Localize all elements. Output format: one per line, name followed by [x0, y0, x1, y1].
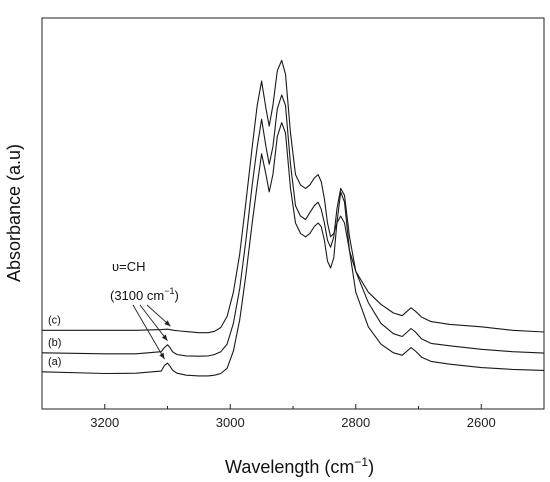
annotation-arrowhead-c	[164, 320, 171, 327]
annotation-sup: −1	[164, 286, 174, 296]
series-label-c: (c)	[48, 314, 61, 326]
y-axis-title: Absorbance (a.u)	[4, 144, 24, 282]
series-label-b: (b)	[48, 337, 61, 349]
x-tick-label: 2800	[341, 415, 370, 430]
annotation-arrowhead-b	[161, 334, 168, 341]
plot-frame	[41, 17, 545, 410]
annotation-line2: (3100 cm−1)	[110, 286, 179, 303]
annotation-line1: υ=CH	[112, 259, 145, 274]
x-tick-label: 3000	[216, 415, 245, 430]
x-axis-title: Wavelength (cm−1)	[225, 455, 374, 477]
annotation-arrows	[132, 304, 171, 360]
x-tick-label: 3200	[90, 415, 119, 430]
vch-annotation: υ=CH (3100 cm−1)	[110, 259, 179, 360]
annotation-arrowhead-a	[159, 352, 165, 360]
series-labels: (a) (b) (c)	[48, 314, 61, 368]
annotation-arrow-b	[139, 304, 168, 342]
x-tick-label: 2600	[467, 415, 496, 430]
spectrum-series-c	[42, 59, 545, 334]
spectrum-series-b	[41, 94, 545, 357]
x-axis-tick-labels: 3200 3000 2800 2600	[90, 415, 495, 430]
x-axis-ticks	[41, 404, 545, 409]
spectrum-lines	[41, 59, 545, 377]
annotation-arrow-a	[132, 304, 165, 360]
x-axis-title-sup: −1	[354, 455, 368, 469]
spectrum-series-a	[41, 122, 545, 377]
series-label-a: (a)	[48, 356, 61, 368]
